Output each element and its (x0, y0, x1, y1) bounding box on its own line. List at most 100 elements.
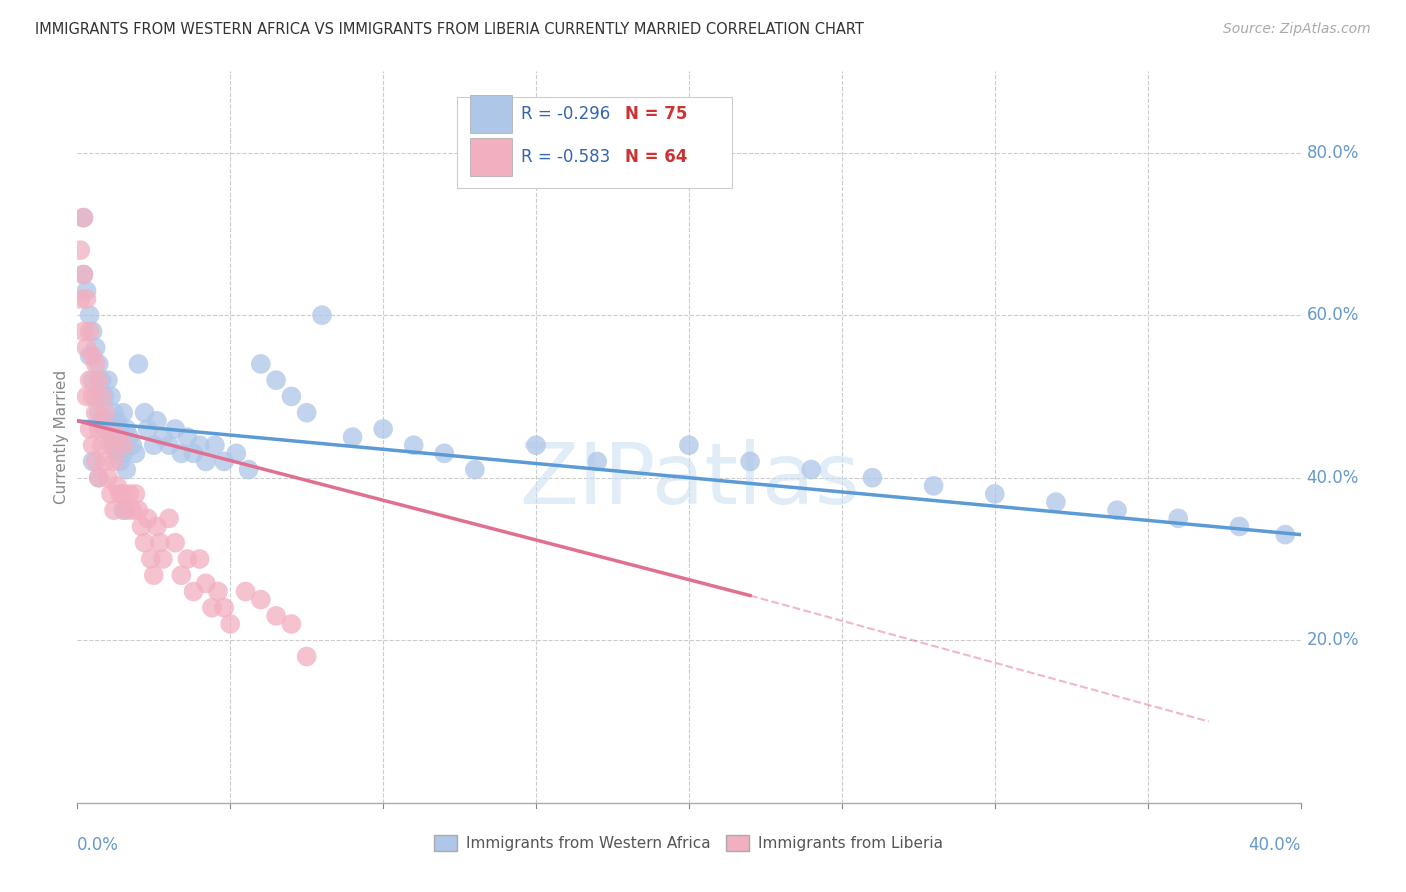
Point (90, 414, 112, 428)
Text: R = -0.296: R = -0.296 (522, 105, 610, 123)
Text: N = 75: N = 75 (626, 105, 688, 123)
Point (165, 535, 187, 549)
Point (124, 446, 146, 460)
Point (87, 406, 110, 420)
Point (862, 471, 884, 485)
Point (250, 592, 273, 607)
Point (121, 438, 143, 452)
Point (118, 430, 141, 444)
Point (103, 438, 125, 452)
Point (984, 487, 1007, 501)
Point (134, 535, 156, 549)
Point (105, 446, 128, 460)
Point (108, 487, 131, 501)
Point (264, 373, 287, 387)
Point (72, 268, 94, 282)
Point (127, 503, 149, 517)
Point (188, 438, 211, 452)
Point (295, 406, 318, 420)
Point (90, 373, 112, 387)
Point (112, 487, 135, 501)
Point (142, 438, 165, 452)
Point (201, 600, 224, 615)
Text: R = -0.583: R = -0.583 (522, 148, 610, 166)
Point (97, 373, 120, 387)
Point (94, 406, 117, 420)
Point (87, 357, 110, 371)
Point (100, 438, 122, 452)
Point (105, 479, 128, 493)
Text: 80.0%: 80.0% (1306, 144, 1360, 161)
Point (295, 649, 318, 664)
Point (136, 422, 159, 436)
Point (87, 373, 110, 387)
Point (1167, 511, 1189, 525)
Point (72, 325, 94, 339)
Text: 60.0%: 60.0% (1306, 306, 1360, 324)
Point (1107, 503, 1129, 517)
Point (84, 341, 107, 355)
Point (100, 487, 122, 501)
Point (433, 446, 456, 460)
FancyBboxPatch shape (470, 95, 512, 133)
Point (97, 471, 120, 485)
Point (149, 535, 172, 549)
Point (76, 341, 98, 355)
Text: ZIPatlas: ZIPatlas (519, 440, 859, 523)
Point (225, 446, 247, 460)
Point (108, 454, 131, 468)
Point (183, 584, 205, 599)
Text: IMMIGRANTS FROM WESTERN AFRICA VS IMMIGRANTS FROM LIBERIA CURRENTLY MARRIED CORR: IMMIGRANTS FROM WESTERN AFRICA VS IMMIGR… (35, 22, 865, 37)
Point (79, 422, 101, 436)
Point (82, 373, 104, 387)
Point (139, 552, 162, 566)
Legend: Immigrants from Western Africa, Immigrants from Liberia: Immigrants from Western Africa, Immigran… (429, 830, 949, 857)
Point (524, 438, 547, 452)
Point (79, 349, 101, 363)
Point (87, 422, 110, 436)
Point (94, 454, 117, 468)
Point (371, 422, 394, 436)
Point (112, 438, 135, 452)
Point (100, 389, 122, 403)
Point (342, 430, 364, 444)
Point (84, 357, 107, 371)
Point (136, 511, 159, 525)
Point (69, 243, 91, 257)
Point (264, 608, 287, 623)
Point (103, 503, 125, 517)
Point (131, 519, 153, 533)
Point (235, 584, 257, 599)
Point (170, 446, 193, 460)
Point (740, 454, 762, 468)
Point (115, 503, 138, 517)
Point (212, 600, 235, 615)
Point (87, 471, 110, 485)
Point (280, 389, 302, 403)
Point (157, 438, 180, 452)
Point (146, 414, 169, 428)
Point (97, 422, 120, 436)
FancyBboxPatch shape (457, 97, 731, 188)
Point (82, 454, 104, 468)
Point (250, 357, 273, 371)
Point (212, 454, 235, 468)
Point (72, 211, 94, 225)
Point (105, 414, 128, 428)
Point (204, 438, 226, 452)
Point (219, 617, 242, 632)
Point (82, 438, 104, 452)
Point (94, 422, 117, 436)
Point (94, 389, 117, 403)
Point (76, 292, 98, 306)
Point (82, 325, 104, 339)
Point (115, 462, 138, 476)
Point (1229, 519, 1251, 533)
Point (194, 454, 217, 468)
Point (115, 422, 138, 436)
Point (112, 406, 135, 420)
Point (105, 430, 128, 444)
Point (152, 430, 174, 444)
Point (103, 454, 125, 468)
Point (800, 462, 823, 476)
